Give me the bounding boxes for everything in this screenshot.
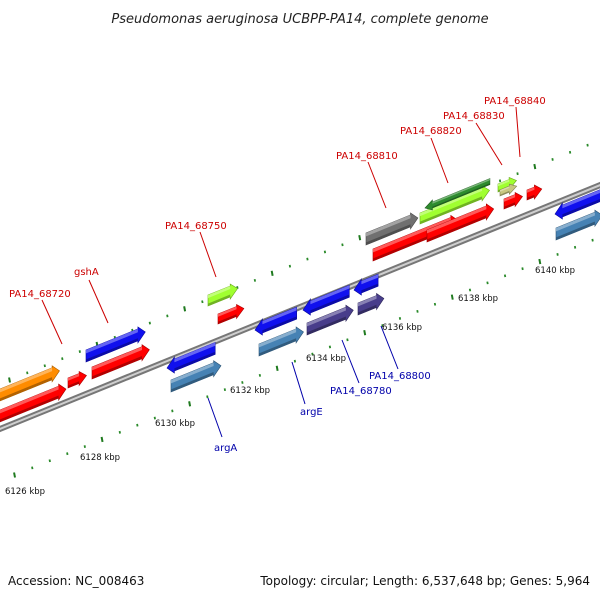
major-tick	[363, 330, 367, 336]
gene-label: PA14_68810	[336, 151, 398, 162]
major-tick	[183, 306, 187, 312]
cds-arrow	[254, 306, 298, 336]
major-tick	[188, 401, 192, 407]
tick-label: 6132 kbp	[230, 386, 270, 396]
cds-arrow	[419, 185, 490, 225]
cds-arrow	[503, 191, 523, 210]
cds-arrow	[302, 284, 350, 316]
gene-label: argA	[214, 443, 237, 454]
cds-arrow	[170, 360, 222, 393]
gene-label: PA14_68840	[484, 96, 546, 107]
major-tick	[275, 365, 279, 371]
cds-arrow	[166, 341, 216, 374]
gene-label: argE	[300, 407, 323, 418]
cds-arrow	[0, 365, 60, 402]
cds-arrow	[554, 189, 600, 220]
gene-label: PA14_68780	[330, 386, 392, 397]
cds-arrow	[353, 273, 379, 296]
cds-arrow	[424, 178, 491, 211]
tick-label: 6130 kbp	[155, 419, 195, 429]
genome-backbone	[0, 181, 600, 433]
gene-label: PA14_68830	[443, 111, 505, 122]
cds-arrow	[555, 209, 600, 241]
reverse-gene-labels: argA argE PA14_68780 PA14_68800	[214, 371, 431, 454]
cds-arrow	[365, 212, 419, 246]
label-callouts	[41, 106, 521, 438]
tick-label: 6126 kbp	[5, 487, 45, 497]
tick-label: 6128 kbp	[80, 453, 120, 463]
major-tick	[450, 294, 454, 300]
cds-features	[0, 177, 600, 423]
tick-label: 6140 kbp	[535, 266, 575, 276]
major-tick	[270, 270, 274, 276]
forward-gene-labels: PA14_68720 gshA PA14_68750 PA14_68810 PA…	[9, 96, 546, 300]
gene-label: PA14_68800	[369, 371, 431, 382]
major-tick	[533, 163, 537, 170]
tick-label: 6134 kbp	[306, 354, 346, 364]
major-tick	[538, 258, 542, 265]
cds-arrow	[258, 326, 304, 357]
cds-arrow	[207, 283, 239, 307]
major-tick	[100, 436, 104, 443]
cds-arrow	[91, 344, 150, 380]
tick-label: 6136 kbp	[382, 323, 422, 333]
gene-label: PA14_68750	[165, 221, 227, 232]
gene-label: PA14_68720	[9, 289, 71, 300]
cds-arrow	[67, 370, 87, 389]
accession-text: Accession: NC_008463	[8, 574, 145, 588]
cds-arrow	[357, 292, 385, 316]
gene-label: gshA	[74, 267, 99, 278]
tick-labels: 6126 kbp 6128 kbp 6130 kbp 6132 kbp 6134…	[5, 266, 575, 497]
major-tick	[8, 377, 11, 383]
cds-arrow	[0, 383, 67, 423]
cds-arrow	[499, 183, 518, 197]
topology-text: Topology: circular; Length: 6,537,648 bp…	[260, 574, 590, 588]
tick-label: 6138 kbp	[458, 294, 498, 304]
cds-arrow	[306, 304, 354, 336]
major-tick	[13, 472, 16, 478]
cds-arrow	[85, 326, 146, 363]
cds-arrow	[217, 303, 245, 325]
gene-label: PA14_68820	[400, 126, 462, 137]
cds-arrow	[526, 184, 543, 201]
cds-arrow	[426, 203, 495, 243]
map-title: Pseudomonas aeruginosa UCBPP-PA14, compl…	[111, 12, 488, 27]
major-tick	[358, 235, 362, 241]
